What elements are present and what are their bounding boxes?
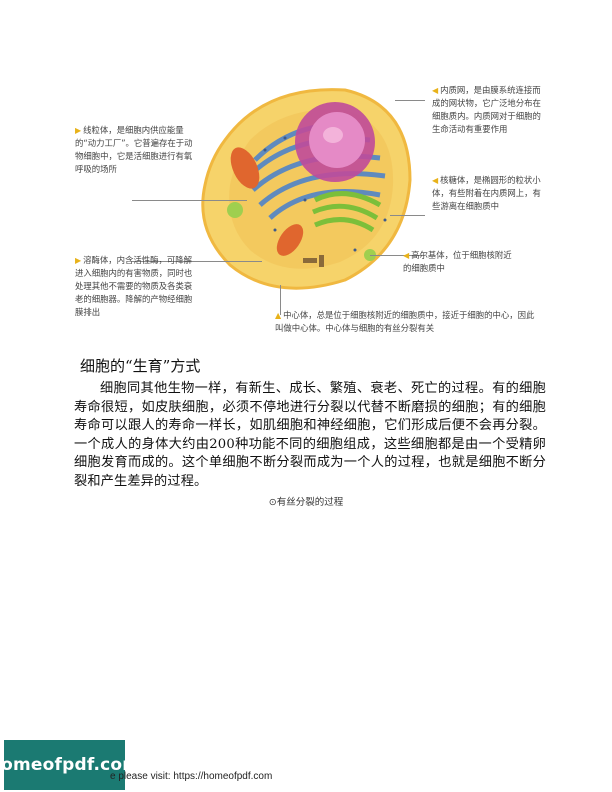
- triangle-pointer-icon: ▶: [75, 256, 82, 265]
- centrosome: [319, 255, 324, 267]
- leader-line: [370, 255, 425, 256]
- centrosome: [303, 258, 317, 263]
- mitochondrion: [276, 224, 304, 256]
- leader-line: [132, 261, 262, 262]
- triangle-pointer-icon: ◀: [432, 86, 439, 95]
- annotation-centrosome: ▲ 中心体，总是位于细胞核附近的细胞质中，接近于细胞的中心，因此叫做中心体。中心体…: [275, 310, 535, 333]
- triangle-pointer-icon: ◀: [432, 176, 439, 185]
- figure-caption: ⊙有丝分裂的过程: [268, 497, 344, 508]
- site-badge[interactable]: homeofpdf.com: [0, 740, 140, 790]
- nucleolus: [323, 127, 343, 143]
- leader-line: [395, 100, 425, 101]
- footer-text[interactable]: e please visit: https://homeofpdf.com: [110, 771, 273, 782]
- animal-cell-illustration: [201, 88, 412, 290]
- triangle-pointer-icon: ▶: [75, 126, 82, 135]
- ribosomes: [263, 136, 387, 252]
- lysosome: [227, 202, 243, 218]
- annotation-mitochondria: ▶ 线粒体，是细胞内供应能量的“动力工厂”。它普遍存在于动物细胞中，它是活细胞进行…: [75, 125, 193, 174]
- mitochondrion: [230, 147, 260, 189]
- cell-figure: ▶ 线粒体，是细胞内供应能量的“动力工厂”。它普遍存在于动物细胞中，它是活细胞进行…: [60, 80, 550, 340]
- annotation-lysosome: ▶ 溶酶体，内含活性酶，可降解进入细胞内的有害物质，同时也处理其他不需要的物质及各…: [75, 255, 193, 317]
- leader-line: [132, 200, 247, 201]
- triangle-pointer-icon: ▲: [275, 311, 282, 320]
- golgi-apparatus: [311, 191, 382, 233]
- annotation-ribosome: ◀ 核糖体，是椭圆形的粒状小体，有些附着在内质网上，有些游离在细胞质中: [432, 175, 541, 211]
- triangle-pointer-icon: ◀: [403, 251, 410, 260]
- body-paragraph: 细胞同其他生物一样，有新生、成长、繁殖、衰老、死亡的过程。有的细胞寿命很短，如皮…: [74, 381, 546, 489]
- leader-line: [390, 215, 425, 216]
- annotation-golgi: ◀ 高尔基体，位于细胞核附近的细胞质中: [403, 250, 512, 273]
- annotation-er: ◀ 内质网，是由膜系统连接而成的网状物，它广泛地分布在细胞质内。内质网对于细胞的生…: [432, 85, 541, 134]
- leader-line: [280, 285, 281, 315]
- section-heading: 细胞的“生育”方式: [80, 357, 201, 375]
